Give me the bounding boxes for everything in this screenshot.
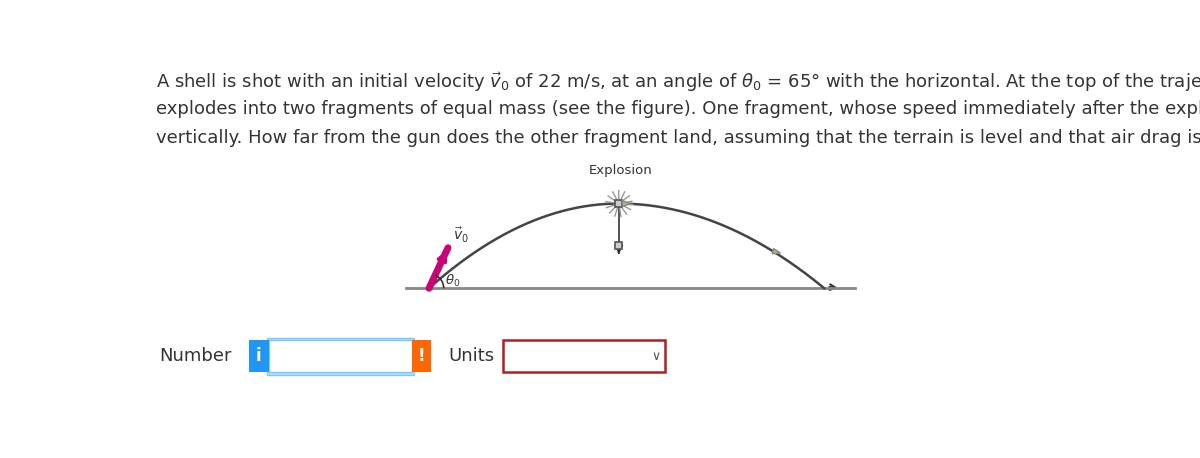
Bar — [616, 242, 623, 250]
FancyBboxPatch shape — [268, 338, 414, 375]
Text: explodes into two fragments of equal mass (see the figure). One fragment, whose : explodes into two fragments of equal mas… — [156, 100, 1200, 118]
Text: vertically. How far from the gun does the other fragment land, assuming that the: vertically. How far from the gun does th… — [156, 129, 1200, 147]
Polygon shape — [623, 201, 630, 207]
Text: !: ! — [418, 347, 426, 365]
Text: ∨: ∨ — [652, 349, 661, 363]
FancyBboxPatch shape — [503, 340, 665, 372]
Polygon shape — [773, 249, 780, 254]
Text: Units: Units — [449, 347, 494, 365]
Text: Number: Number — [160, 347, 232, 365]
Text: $\vec{v}_0$: $\vec{v}_0$ — [452, 226, 468, 245]
FancyBboxPatch shape — [250, 340, 269, 372]
Text: A shell is shot with an initial velocity $\vec{v}_0$ of 22 m/s, at an angle of $: A shell is shot with an initial velocity… — [156, 71, 1200, 94]
FancyBboxPatch shape — [412, 340, 431, 372]
FancyBboxPatch shape — [269, 340, 412, 372]
Text: $\theta_0$: $\theta_0$ — [445, 273, 461, 289]
Text: Explosion: Explosion — [588, 164, 653, 177]
Text: i: i — [256, 347, 262, 365]
Bar — [616, 200, 623, 207]
